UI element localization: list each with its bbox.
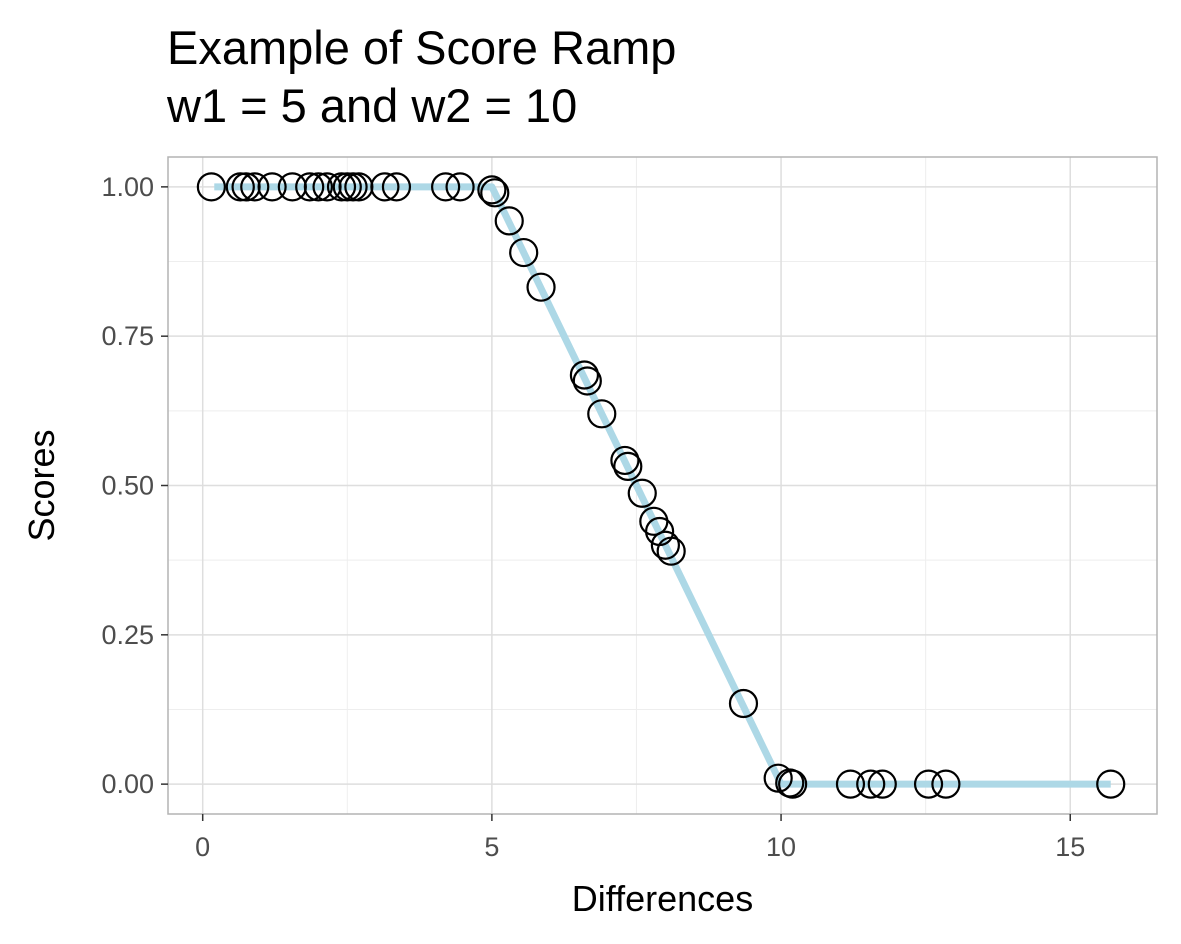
data-point — [572, 366, 602, 396]
data-point — [613, 451, 643, 481]
x-axis-title: Differences — [572, 878, 753, 919]
data-point — [326, 172, 357, 202]
x-axis-ticks: 0 5 10 15 — [195, 814, 1085, 862]
ramp-line-layer — [214, 183, 1111, 788]
data-point — [370, 172, 400, 202]
x-tick-label: 15 — [1055, 832, 1085, 862]
x-tick-label: 5 — [484, 832, 499, 862]
data-point — [509, 237, 539, 268]
data-point — [303, 172, 333, 202]
data-point — [587, 399, 617, 429]
data-point — [627, 478, 657, 508]
data-point — [338, 172, 368, 202]
data-point — [477, 175, 507, 205]
data-point — [445, 172, 475, 202]
data-point — [913, 769, 944, 799]
data-point — [610, 445, 640, 476]
data-point — [835, 769, 866, 799]
x-tick-label: 10 — [766, 832, 796, 862]
data-point — [1096, 769, 1126, 799]
data-point — [480, 178, 510, 208]
chart-title-line-2: w1 = 5 and w2 = 10 — [167, 79, 578, 132]
data-point — [494, 206, 524, 236]
data-point — [650, 530, 680, 560]
chart-title-line-1: Example of Score Ramp — [167, 21, 677, 74]
data-point — [295, 172, 325, 202]
y-tick-label: 0.00 — [101, 769, 154, 799]
data-point — [225, 172, 255, 202]
data-point — [728, 688, 759, 719]
data-point — [569, 360, 600, 390]
data-point — [431, 172, 461, 202]
y-tick-label: 1.00 — [101, 172, 154, 202]
y-tick-label: 0.75 — [101, 321, 154, 351]
points-layer — [196, 172, 1126, 799]
y-tick-label: 0.25 — [101, 620, 154, 650]
ramp-line — [214, 183, 1111, 788]
data-point — [856, 769, 886, 799]
data-point — [240, 172, 270, 202]
grid — [168, 157, 1157, 814]
x-tick-label: 0 — [195, 832, 210, 862]
y-axis-ticks: 0.00 0.25 0.50 0.75 1.00 — [101, 172, 168, 799]
data-point — [931, 769, 961, 799]
data-point — [196, 172, 226, 202]
data-point — [257, 172, 287, 202]
data-point — [867, 769, 897, 799]
data-point — [381, 172, 412, 202]
data-point — [656, 536, 686, 566]
data-point — [526, 272, 556, 302]
y-axis-title: Scores — [21, 429, 62, 541]
data-point — [778, 769, 808, 799]
y-tick-label: 0.50 — [101, 471, 154, 501]
data-point — [332, 172, 362, 202]
